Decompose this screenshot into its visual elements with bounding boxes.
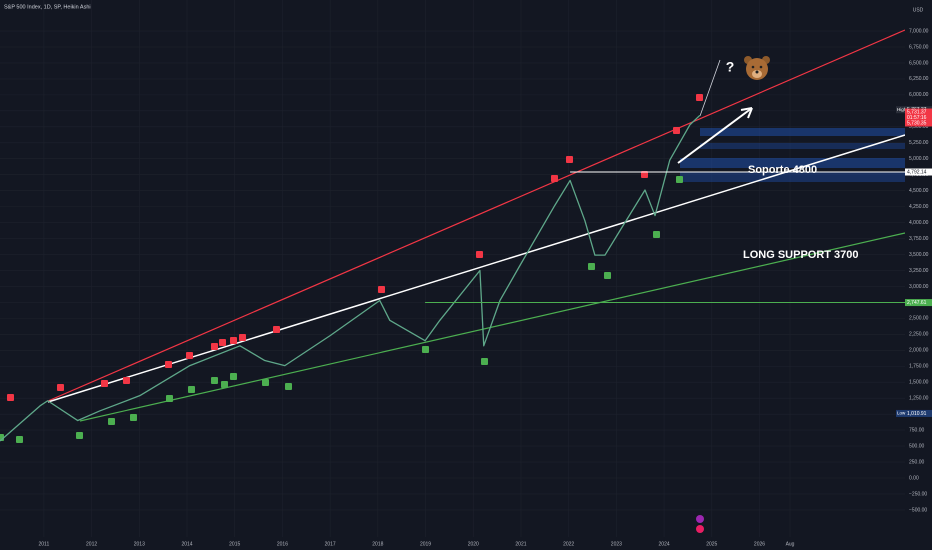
bear-icon	[744, 56, 770, 80]
y-tick-label: 3,000.00	[909, 284, 929, 290]
plot	[0, 114, 905, 442]
price-tag	[905, 299, 932, 307]
y-tick-label: 5,250.00	[909, 140, 929, 146]
zone	[680, 172, 905, 182]
x-tick-label: 2025	[706, 541, 717, 547]
y-tick-label: 1,250.00	[909, 396, 929, 402]
x-tick-label: 2012	[86, 541, 97, 547]
arrow-head	[740, 107, 753, 119]
y-tick-label: 500.00	[909, 443, 925, 449]
y-tick-label: 2,500.00	[909, 316, 929, 322]
price-tag	[905, 409, 932, 417]
y-tick-label: 3,500.00	[909, 252, 929, 258]
arrow	[677, 107, 753, 164]
price-axis	[905, 0, 932, 550]
grid	[0, 0, 905, 537]
x-tick-label: 2026	[754, 541, 765, 547]
x-tick-label: 2022	[563, 541, 574, 547]
trendline	[79, 232, 906, 422]
price-line	[0, 114, 701, 442]
event-icon	[696, 525, 704, 533]
price-tag	[905, 168, 932, 176]
y-tick-label: 0.00	[909, 475, 919, 481]
y-tick-label: 4,250.00	[909, 204, 929, 210]
drawings	[0, 29, 906, 533]
zone	[680, 158, 905, 168]
price-tag-label: 1,010.91	[907, 411, 927, 417]
annotation: ?	[726, 59, 735, 75]
x-tick-label: 2018	[372, 541, 383, 547]
currency: USD	[913, 7, 924, 13]
y-tick-label: 1,750.00	[909, 364, 929, 370]
y-tick-label: 2,250.00	[909, 332, 929, 338]
y-tick-label: −250.00	[909, 491, 927, 497]
y-tick-label: 1,500.00	[909, 380, 929, 386]
y-tick-label: 250.00	[909, 459, 925, 465]
zone	[700, 143, 905, 149]
y-tick-label: 6,000.00	[909, 92, 929, 98]
chart-title: S&P 500 Index, 1D, SP, Heikin Ashi	[4, 4, 91, 10]
y-tick-label: −500.00	[909, 507, 927, 513]
annotation: Soporte 4800	[748, 164, 817, 176]
sell-signals	[7, 94, 703, 401]
x-tick-label: 2013	[134, 541, 145, 547]
y-tick-label: 4,000.00	[909, 220, 929, 226]
trendline	[699, 59, 721, 117]
y-tick-label: 6,500.00	[909, 60, 929, 66]
price-tag	[905, 108, 932, 121]
x-tick-label: 2015	[229, 541, 240, 547]
y-tick-label: 3,750.00	[909, 236, 929, 242]
event-icon	[696, 515, 704, 523]
price-tag-name: Low	[897, 411, 906, 416]
x-tick-label: 2024	[659, 541, 670, 547]
price-tag-label: 2,747.61	[907, 300, 927, 306]
y-tick-label: 3,250.00	[909, 268, 929, 274]
y-tick-label: 5,000.00	[909, 156, 929, 162]
axes: 7,000.00 6,750.00 6,500.00 6,250.00 6,000.00…	[39, 28, 932, 547]
price-tag-name-bg	[896, 409, 906, 417]
price-tag	[905, 119, 932, 127]
buy-signals	[0, 176, 683, 443]
y-tick-label: 2,000.00	[909, 348, 929, 354]
y-tick-label: 750.00	[909, 427, 925, 433]
x-tick-label: 2023	[611, 541, 622, 547]
annotation: LONG SUPPORT 3700	[743, 249, 859, 261]
x-tick-label: 2017	[325, 541, 336, 547]
x-tick-label: 2016	[277, 541, 288, 547]
zone	[700, 128, 905, 136]
trendline	[47, 29, 906, 402]
y-tick-label: 4,500.00	[909, 188, 929, 194]
countdown: 01:57:16	[907, 115, 927, 121]
y-tick-label: 6,250.00	[909, 76, 929, 82]
x-tick-label: 2011	[39, 541, 50, 547]
x-tick-label: 2020	[468, 541, 479, 547]
x-tick-label: Aug	[786, 541, 795, 547]
price-tag-label: 5,731.37	[907, 109, 927, 115]
x-tick-label: 2021	[515, 541, 526, 547]
y-tick-label: 5,500.00	[909, 124, 929, 130]
price-tag-name: High	[897, 107, 907, 112]
y-tick-label: 6,750.00	[909, 44, 929, 50]
x-tick-label: 2019	[420, 541, 431, 547]
x-tick-label: 2014	[181, 541, 192, 547]
price-tag-label: 4,792.14	[907, 169, 927, 175]
time-axis	[0, 537, 932, 550]
price-tag-name-bg	[896, 106, 906, 114]
y-tick-label: 7,000.00	[909, 28, 929, 34]
price-tag-label: 5,730.35	[907, 120, 927, 126]
